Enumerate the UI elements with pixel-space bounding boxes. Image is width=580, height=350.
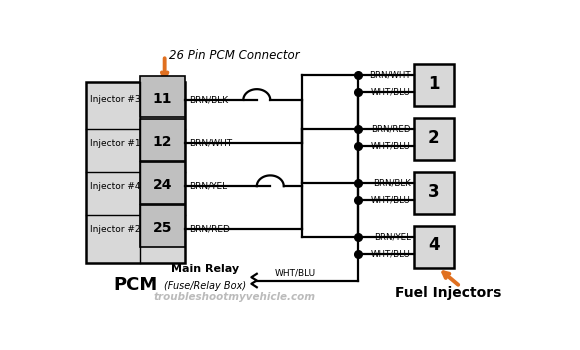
Text: 11: 11: [153, 92, 172, 106]
Text: BRN/YEL: BRN/YEL: [189, 182, 227, 191]
Text: WHT/BLU: WHT/BLU: [275, 268, 316, 277]
Bar: [140, 76, 185, 118]
Text: BRN/BLK: BRN/BLK: [189, 96, 229, 104]
Text: 3: 3: [428, 183, 440, 201]
Bar: [414, 226, 454, 268]
Text: Main Relay: Main Relay: [171, 264, 239, 274]
Text: 25: 25: [153, 221, 172, 235]
Text: troubleshootmyvehicle.com: troubleshootmyvehicle.com: [153, 292, 316, 302]
Text: BRN/BLK: BRN/BLK: [373, 178, 411, 187]
Bar: [140, 162, 185, 204]
Bar: [414, 118, 454, 160]
Text: BRN/YEL: BRN/YEL: [374, 232, 411, 241]
Text: WHT/BLU: WHT/BLU: [371, 141, 411, 150]
Text: PCM: PCM: [113, 276, 158, 294]
Bar: [414, 172, 454, 214]
Text: Injector #2: Injector #2: [90, 225, 141, 234]
Text: BRN/WHT: BRN/WHT: [369, 70, 411, 79]
Text: 12: 12: [153, 135, 172, 149]
Text: 1: 1: [428, 75, 440, 93]
Text: BRN/RED: BRN/RED: [189, 225, 230, 234]
Text: WHT/BLU: WHT/BLU: [371, 195, 411, 204]
Bar: [86, 82, 185, 263]
Bar: [140, 205, 185, 247]
Text: WHT/BLU: WHT/BLU: [371, 249, 411, 258]
Bar: [414, 64, 454, 106]
Text: 26 Pin PCM Connector: 26 Pin PCM Connector: [169, 49, 300, 62]
Bar: [140, 119, 185, 161]
Text: 2: 2: [428, 129, 440, 147]
Text: Injector #3: Injector #3: [90, 96, 141, 104]
Text: Injector #4: Injector #4: [90, 182, 141, 191]
Text: BRN/RED: BRN/RED: [371, 124, 411, 133]
Text: 4: 4: [428, 237, 440, 254]
Text: Fuel Injectors: Fuel Injectors: [394, 286, 501, 300]
Text: BRN/WHT: BRN/WHT: [189, 139, 233, 148]
Text: WHT/BLU: WHT/BLU: [371, 88, 411, 96]
Text: (Fuse/Relay Box): (Fuse/Relay Box): [164, 281, 246, 291]
Text: Injector #1: Injector #1: [90, 139, 141, 148]
Text: 24: 24: [153, 178, 172, 192]
